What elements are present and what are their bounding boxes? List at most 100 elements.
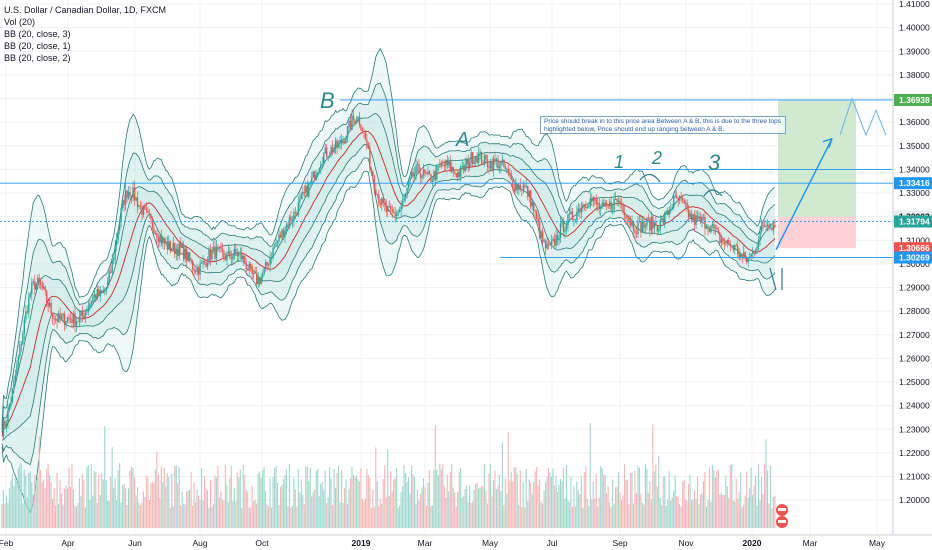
volume-bar (553, 485, 556, 528)
volume-bar (568, 502, 570, 528)
candle-body (153, 227, 155, 234)
volume-bar (297, 468, 299, 528)
candle-body (716, 227, 718, 230)
x-tick-label: May (482, 538, 499, 548)
symbol-title[interactable]: U.S. Dollar / Canadian Dollar, 1D, FXCM (4, 5, 167, 15)
candle-body (337, 142, 340, 148)
candle-body (110, 271, 112, 273)
candle-body (56, 318, 58, 322)
x-tick-label: Feb (0, 538, 14, 548)
indicator-bb-1[interactable]: BB (20, close, 1) (4, 41, 71, 51)
candle-body (425, 173, 428, 175)
y-tick-label: 1.40000 (899, 23, 930, 33)
volume-bar (145, 475, 147, 528)
volume-bar (53, 487, 55, 528)
volume-bar (729, 465, 731, 528)
candle-body (349, 120, 352, 130)
volume-bar (326, 502, 328, 528)
candle-body (48, 303, 51, 307)
candle-body (635, 232, 638, 235)
candle-body (556, 235, 559, 241)
volume-bar (625, 480, 627, 528)
volume-bar (195, 501, 197, 528)
volume-bar (446, 474, 448, 528)
volume-bar (604, 475, 606, 528)
volume-bar (749, 487, 751, 528)
drawings[interactable]: B A 1 2 3 (0, 88, 893, 291)
candle-body (684, 202, 687, 204)
candle-body (157, 238, 160, 242)
candle-body (255, 273, 258, 285)
volume-bar (339, 502, 341, 528)
volume-bar (265, 491, 267, 528)
volume-bar (160, 466, 162, 528)
band-lower-1 (2, 144, 776, 441)
x-tick-label: Mar (803, 538, 818, 548)
candle-body (458, 172, 460, 177)
legend: U.S. Dollar / Canadian Dollar, 1D, FXCM … (4, 4, 166, 64)
candle-body (68, 317, 70, 319)
volume-bar (753, 485, 755, 528)
candle-body (366, 139, 368, 148)
volume-bar (335, 487, 337, 528)
candle-body (387, 206, 389, 212)
volume-bar (52, 499, 54, 528)
volume-bar (509, 480, 511, 528)
band-lower-3 (1, 170, 776, 515)
volume-bar (165, 486, 167, 528)
candle-body (661, 218, 663, 220)
volume-bar (123, 483, 125, 528)
candle-body (734, 245, 736, 251)
time-axis[interactable]: Feb Apr Jun Aug Oct 2019 Mar May Jul Sep Nov 2020 Ma… (0, 538, 886, 548)
volume-bar (644, 463, 646, 528)
volume-bar (50, 482, 52, 528)
volume-bar (87, 465, 89, 528)
volume-bar (609, 501, 611, 528)
candle-body (416, 164, 419, 166)
volume-bar (214, 475, 216, 528)
volume-bar (68, 467, 70, 528)
volume-bar (196, 489, 198, 528)
annotation-note[interactable]: Price should break in to this price area… (540, 116, 786, 134)
projection-arrow-line[interactable] (775, 138, 833, 251)
indicator-vol[interactable]: Vol (20) (4, 17, 36, 27)
target-zone[interactable] (778, 99, 856, 217)
tradingview-logo-icon[interactable] (772, 502, 792, 530)
indicator-bb-2[interactable]: BB (20, close, 2) (4, 53, 71, 63)
volume-bar (486, 503, 489, 528)
volume-bar (119, 463, 121, 528)
candle-body (485, 154, 487, 160)
candle-body (241, 252, 243, 260)
volume-bar (488, 473, 490, 528)
volume-bar (266, 504, 268, 528)
volume-bar (62, 504, 64, 528)
volume-bar (324, 470, 326, 528)
candle-body (428, 171, 431, 174)
volume-bar (399, 505, 401, 528)
candle-body (270, 257, 273, 259)
volume-bar (476, 482, 478, 528)
volume-bar (674, 475, 676, 528)
indicator-bb-3[interactable]: BB (20, close, 3) (4, 29, 71, 39)
horizontal-levels[interactable] (0, 99, 893, 259)
candle-body (93, 294, 96, 298)
volume-bar (14, 477, 16, 528)
volume-bar (384, 465, 386, 528)
volume-bar (306, 467, 308, 528)
candle-body (373, 178, 376, 190)
volume-bar (656, 486, 658, 528)
candle-body (760, 225, 763, 232)
candle-body (357, 116, 359, 122)
candle-body (617, 200, 620, 202)
candle-body (530, 190, 532, 207)
candle-body (445, 160, 447, 167)
volume-bar (139, 505, 142, 528)
candle-body (257, 277, 259, 285)
candle-body (714, 227, 717, 229)
candle-body (370, 168, 373, 171)
candle-body (65, 321, 67, 326)
candle-body (84, 312, 87, 319)
volume-bar (349, 478, 352, 528)
volume-bar (457, 492, 459, 528)
